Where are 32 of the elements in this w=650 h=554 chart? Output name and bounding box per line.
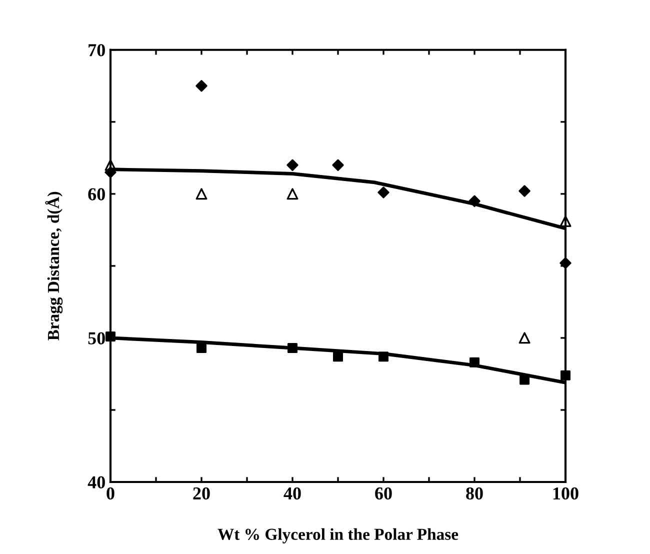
x-tick-label: 0 <box>106 487 114 500</box>
x-tick-label: 20 <box>193 487 210 500</box>
point <box>196 343 206 354</box>
point <box>104 159 116 171</box>
point <box>518 185 530 197</box>
point <box>560 370 570 380</box>
x-tick-label: 100 <box>553 487 578 500</box>
x-tick-label: 80 <box>466 487 483 500</box>
x-axis-title: Wt % Glycerol in the Polar Phase <box>218 528 458 544</box>
point <box>286 188 298 200</box>
x-tick-label: 60 <box>375 487 392 500</box>
point <box>288 343 298 354</box>
point <box>196 80 208 92</box>
point <box>333 352 343 362</box>
y-tick-label: 60 <box>88 188 105 200</box>
point <box>106 332 116 342</box>
y-axis-title: Bragg Distance, d(Å) <box>45 192 63 340</box>
point <box>286 159 298 171</box>
x-tick-label: 40 <box>284 487 301 500</box>
point <box>468 195 480 207</box>
y-tick-label: 40 <box>88 476 105 488</box>
point <box>520 374 530 385</box>
point <box>518 332 530 344</box>
point <box>560 257 572 269</box>
point <box>470 357 480 368</box>
point <box>378 186 390 198</box>
point <box>196 188 208 200</box>
point <box>332 159 344 171</box>
y-tick-label: 50 <box>88 332 105 344</box>
point <box>378 352 388 362</box>
y-tick-label: 70 <box>88 44 105 56</box>
point <box>560 216 572 228</box>
